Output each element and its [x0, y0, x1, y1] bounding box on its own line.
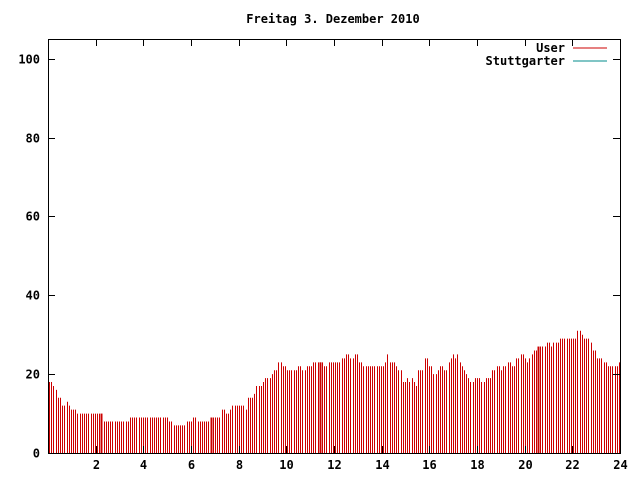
y-tick-label: 80	[26, 132, 40, 146]
x-tick-label: 12	[327, 458, 341, 472]
y-tick-label: 0	[33, 447, 40, 461]
y-tick-label: 100	[18, 53, 40, 67]
x-tick-label: 18	[470, 458, 484, 472]
series-user-bars	[49, 330, 620, 453]
legend-label: Stuttgarter	[486, 54, 565, 68]
x-tick-label: 14	[375, 458, 389, 472]
y-tick-label: 40	[26, 289, 40, 303]
x-tick-label: 24	[613, 458, 627, 472]
y-tick-label: 20	[26, 368, 40, 382]
x-tick-label: 6	[188, 458, 195, 472]
x-tick-label: 2	[93, 458, 100, 472]
x-tick-label: 8	[236, 458, 243, 472]
x-tick-label: 10	[279, 458, 293, 472]
x-tick-label: 22	[565, 458, 579, 472]
x-tick-label: 16	[422, 458, 436, 472]
x-tick-label: 20	[518, 458, 532, 472]
x-tick-label: 4	[140, 458, 147, 472]
y-tick-label: 60	[26, 210, 40, 224]
legend-label: User	[536, 41, 565, 55]
chart-title: Freitag 3. Dezember 2010	[246, 12, 419, 26]
